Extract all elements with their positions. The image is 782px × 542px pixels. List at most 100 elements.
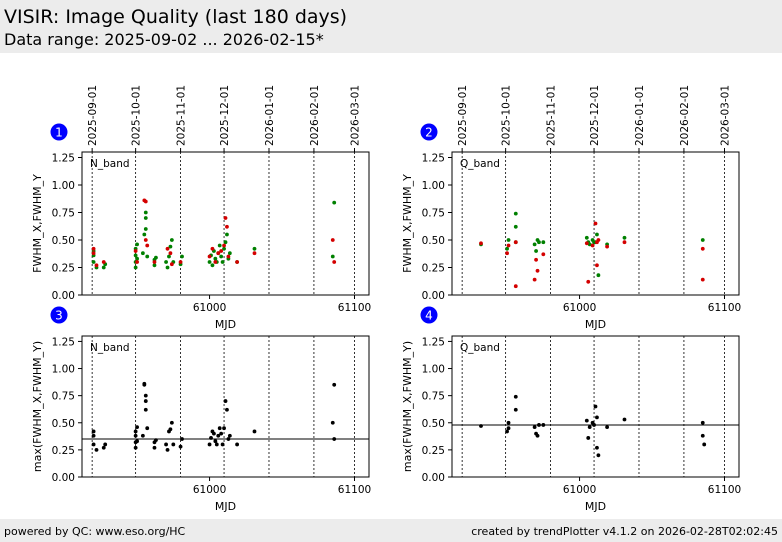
y-tick-label: 0.00 <box>52 290 75 302</box>
data-point <box>178 444 183 449</box>
x-tick-label: 61000 <box>193 302 226 314</box>
chart-panel-2: 2025-09-01 2025-10-01 2025-11-01 2025-12-01… <box>401 85 741 331</box>
data-point <box>217 426 222 431</box>
data-point <box>506 426 511 431</box>
data-point <box>140 433 145 438</box>
date-tick-label: 2025-10-01 <box>131 85 143 146</box>
data-point <box>210 263 215 268</box>
date-tick-label: 2026-02-01 <box>679 85 691 146</box>
data-point <box>101 265 106 270</box>
y-tick-label: 0.75 <box>422 391 445 403</box>
data-point <box>91 429 96 434</box>
y-tick-label: 1.00 <box>422 180 445 192</box>
data-point <box>210 246 215 251</box>
date-tick-label: 2025-12-01 <box>219 85 231 146</box>
data-point <box>165 265 170 270</box>
y-tick-label: 1.25 <box>422 336 445 348</box>
data-point <box>593 221 598 226</box>
data-point <box>213 260 218 264</box>
panel-number: 2 <box>425 126 433 140</box>
data-point <box>595 263 599 268</box>
data-point <box>152 263 157 268</box>
data-point <box>209 436 213 440</box>
page-subtitle: Data range: 2025-09-02 ... 2026-02-15* <box>4 30 324 49</box>
data-point <box>143 407 148 412</box>
data-point <box>180 254 184 259</box>
data-point <box>584 235 589 240</box>
chart-panel-4: 0.00 0.25 0.50 0.75 1.00 1.25 61000 61100 MJD max… <box>401 306 741 513</box>
data-point <box>154 255 158 260</box>
data-point <box>164 260 168 264</box>
band-label: Q_band <box>460 342 500 354</box>
y-tick-label: 0.50 <box>52 418 75 430</box>
data-point <box>596 453 601 458</box>
data-point <box>164 442 168 447</box>
data-point <box>216 433 221 438</box>
plot-frame <box>81 335 370 478</box>
data-point <box>587 242 592 247</box>
data-point <box>216 251 221 256</box>
data-point <box>207 260 212 264</box>
date-tick-label: 2025-11-01 <box>176 85 188 146</box>
data-point <box>169 420 174 425</box>
x-axis-label: MJD <box>585 318 606 331</box>
y-tick-label: 1.25 <box>52 153 75 165</box>
data-point <box>103 442 108 447</box>
data-point <box>702 442 707 447</box>
data-point <box>223 240 228 245</box>
data-point <box>165 246 170 251</box>
data-point <box>235 260 239 264</box>
data-point <box>168 244 173 249</box>
data-point <box>537 423 541 427</box>
data-point <box>142 232 147 237</box>
data-point <box>214 442 219 447</box>
data-point <box>143 393 148 398</box>
x-tick-label: 61100 <box>708 484 741 496</box>
data-point <box>223 216 228 220</box>
x-tick-label: 61000 <box>563 302 596 314</box>
data-point <box>700 420 705 425</box>
y-axis-label: FWHM_X,FWHM_Y <box>401 174 414 273</box>
y-tick-label: 1.00 <box>422 364 445 376</box>
x-tick-label: 61000 <box>563 484 596 496</box>
data-point <box>332 260 337 264</box>
data-point <box>168 251 173 256</box>
panel-badge <box>420 306 438 324</box>
data-point <box>235 442 239 447</box>
data-point <box>135 242 139 247</box>
y-tick-label: 1.00 <box>52 364 75 376</box>
data-point <box>595 415 599 420</box>
data-point <box>220 442 225 447</box>
data-point <box>513 394 518 399</box>
data-point <box>219 249 224 253</box>
data-point <box>700 246 705 251</box>
data-point <box>505 429 509 434</box>
data-point <box>133 433 138 438</box>
y-tick-label: 1.25 <box>52 336 75 348</box>
data-point <box>534 249 538 253</box>
data-point <box>587 425 592 430</box>
date-tick-label: 2025-12-01 <box>589 85 601 146</box>
data-point <box>217 243 222 248</box>
data-point <box>513 240 518 245</box>
chart-panel-1: 2025-09-01 2025-10-01 2025-11-01 2025-12-01… <box>31 85 371 331</box>
chart-panel-3: 0.00 0.25 0.50 0.75 1.00 1.25 61000 61100 MJD max… <box>31 306 371 513</box>
data-point <box>479 241 483 246</box>
data-point <box>622 240 627 245</box>
data-point <box>596 238 601 242</box>
data-point <box>330 254 335 259</box>
panel-badge <box>50 306 68 324</box>
data-point <box>535 268 540 273</box>
footer-credit: powered by QC: www.eso.org/HC <box>4 525 186 538</box>
data-point <box>143 210 148 215</box>
data-point <box>534 257 538 262</box>
data-point <box>506 243 511 248</box>
y-axis-label: max(FWHM_X,FWHM_Y) <box>31 341 44 472</box>
data-point <box>133 253 138 258</box>
data-point <box>252 251 257 256</box>
data-point <box>91 433 96 438</box>
data-point <box>152 445 157 450</box>
data-point <box>513 211 518 216</box>
data-point <box>135 256 139 261</box>
data-point <box>622 235 627 240</box>
